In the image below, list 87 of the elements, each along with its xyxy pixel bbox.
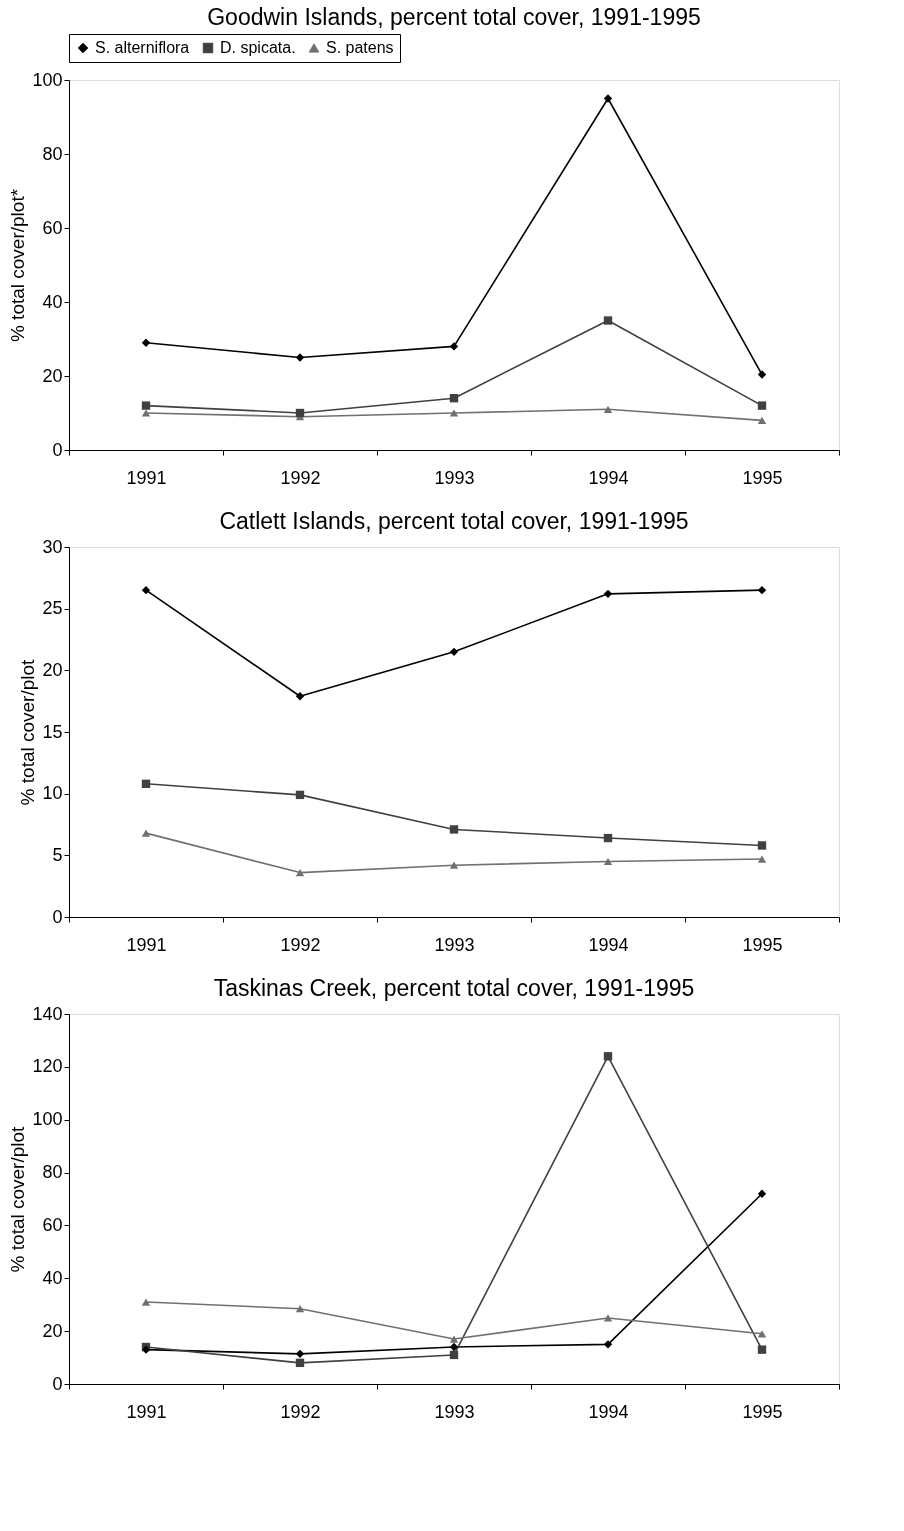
point [295,1349,305,1359]
legend-label: S. patens [326,39,394,56]
point [295,353,305,362]
x-tick-label: 1991 [126,467,167,488]
point [603,1314,613,1322]
y-tick-label: 100 [32,69,63,90]
point [603,589,613,599]
point [449,1342,459,1352]
point [295,790,305,800]
point [141,585,151,595]
x-tick-label: 1992 [280,934,321,955]
chart-title: Catlett Islands, percent total cover, 1991-1995 [219,508,689,534]
point [757,1345,767,1354]
y-tick-label: 20 [42,1320,63,1341]
point [757,841,767,850]
point [141,401,151,410]
y-tick-label: 80 [42,1162,63,1183]
x-tick-label: 1993 [434,934,475,955]
y-axis-title: % total cover/plot* [7,188,29,343]
point [757,401,767,410]
y-tick-label: 60 [42,1214,63,1235]
y-tick-label: 80 [42,143,63,164]
point [295,1305,305,1313]
point [295,1358,305,1368]
y-tick-label: 25 [42,598,63,619]
chart-title: Goodwin Islands, percent total cover, 1991-1995 [207,3,701,30]
y-tick-label: 60 [42,217,63,238]
x-tick-label: 1993 [434,467,475,488]
x-tick-label: 1994 [588,1401,629,1422]
point [141,409,151,417]
y-tick-label: 10 [42,783,63,804]
point [757,1189,767,1198]
x-tick-label: 1993 [434,1401,475,1422]
y-axis-title: % total cover/plot [17,658,39,806]
y-tick-label: 140 [32,1003,63,1024]
y-tick-label: 40 [42,1267,63,1288]
y-tick-label: 0 [52,439,63,460]
y-tick-label: 40 [42,291,63,312]
x-tick-label: 1994 [588,467,629,488]
point [603,833,613,843]
point [449,409,459,417]
y-tick-label: 100 [32,1109,63,1130]
chart-title: Taskinas Creek, percent total cover, 1991-1995 [213,975,695,1001]
point [757,416,767,425]
y-tick-label: 0 [52,1373,63,1394]
point [449,1335,459,1343]
x-tick-label: 1992 [280,467,321,488]
point [449,647,459,657]
y-tick-label: 0 [52,906,63,927]
x-tick-label: 1994 [588,934,629,955]
point [603,94,613,103]
y-tick-label: 15 [42,721,63,742]
y-tick-label: 5 [52,844,63,865]
point [757,1330,767,1338]
y-axis-title: % total cover/plot [7,1125,29,1273]
y-tick-label: 20 [42,659,63,680]
point [295,692,305,701]
x-tick-label: 1995 [742,934,783,955]
y-tick-label: 120 [32,1056,63,1077]
legend-label: D. spicata. [220,39,296,56]
point [603,1052,613,1061]
point [295,408,305,418]
point [449,861,459,869]
point [141,829,151,837]
point [449,394,459,403]
point [757,370,767,379]
x-tick-label: 1995 [742,1401,783,1422]
x-tick-label: 1991 [126,1401,167,1422]
y-tick-label: 30 [42,536,63,557]
x-tick-label: 1992 [280,1401,321,1422]
point [603,405,613,413]
point [603,1340,613,1349]
point [757,855,767,863]
point [449,825,459,834]
y-tick-label: 20 [42,365,63,386]
point [757,585,767,595]
point [449,1350,459,1360]
point [295,868,305,877]
point [141,338,151,347]
point [603,857,613,866]
point [141,1298,151,1306]
point [141,779,151,788]
x-tick-label: 1995 [742,467,783,488]
x-tick-label: 1991 [126,934,167,955]
point [603,316,613,325]
legend-label: S. alterniflora [95,39,190,56]
point [449,342,459,351]
